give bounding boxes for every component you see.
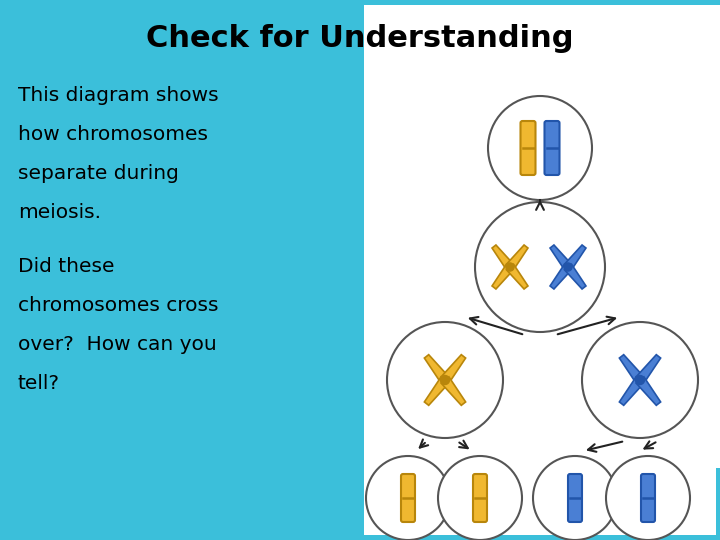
FancyBboxPatch shape <box>544 121 559 175</box>
Text: This diagram shows: This diagram shows <box>18 86 219 105</box>
Polygon shape <box>619 377 644 406</box>
Circle shape <box>387 322 503 438</box>
Polygon shape <box>636 377 661 406</box>
Polygon shape <box>619 355 644 383</box>
Text: Check for Understanding: Check for Understanding <box>146 24 574 53</box>
Bar <box>364 70 716 535</box>
Circle shape <box>438 456 522 540</box>
Polygon shape <box>506 264 528 289</box>
Polygon shape <box>424 355 449 383</box>
Text: tell?: tell? <box>18 374 60 393</box>
Circle shape <box>582 322 698 438</box>
Polygon shape <box>441 377 466 406</box>
Polygon shape <box>550 264 572 289</box>
Text: how chromosomes: how chromosomes <box>18 125 208 144</box>
Circle shape <box>441 375 449 384</box>
FancyBboxPatch shape <box>401 474 415 522</box>
FancyBboxPatch shape <box>641 474 655 522</box>
Polygon shape <box>424 377 449 406</box>
Polygon shape <box>564 245 586 270</box>
Polygon shape <box>492 245 513 270</box>
Polygon shape <box>441 355 466 383</box>
Circle shape <box>366 456 450 540</box>
Bar <box>364 5 720 468</box>
Circle shape <box>506 263 514 271</box>
Circle shape <box>488 96 592 200</box>
FancyBboxPatch shape <box>473 474 487 522</box>
Polygon shape <box>564 264 586 289</box>
Text: Did these: Did these <box>18 258 114 276</box>
Text: over?  How can you: over? How can you <box>18 335 217 354</box>
FancyBboxPatch shape <box>521 121 536 175</box>
Circle shape <box>564 263 572 271</box>
FancyBboxPatch shape <box>568 474 582 522</box>
Text: chromosomes cross: chromosomes cross <box>18 296 218 315</box>
Circle shape <box>606 456 690 540</box>
Polygon shape <box>636 355 661 383</box>
Circle shape <box>475 202 605 332</box>
Polygon shape <box>492 264 513 289</box>
Circle shape <box>533 456 617 540</box>
Circle shape <box>636 375 644 384</box>
Text: meiosis.: meiosis. <box>18 203 101 222</box>
Polygon shape <box>506 245 528 270</box>
Text: separate during: separate during <box>18 164 179 183</box>
Polygon shape <box>550 245 572 270</box>
